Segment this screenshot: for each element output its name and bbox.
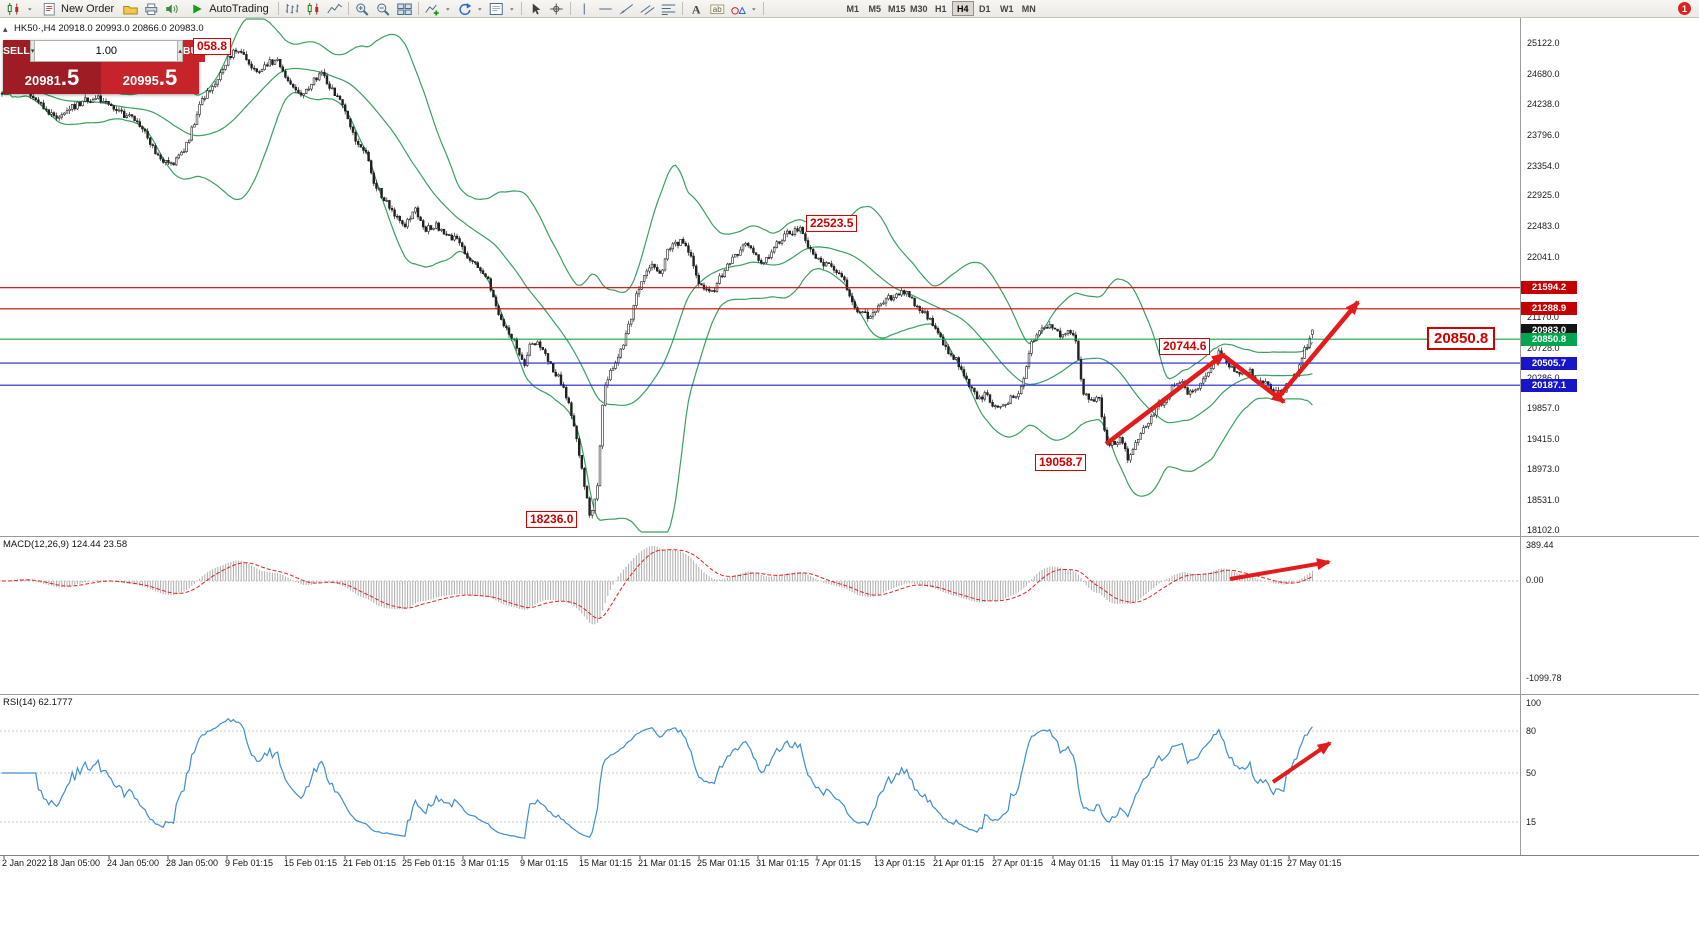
timeframe-h1-button[interactable]: H1 [934, 3, 947, 14]
one-click-trading-panel: SELL ▾ ▴ BUY 20981.5 20995.5 [3, 40, 206, 94]
one-click-prices-row: 20981.5 20995.5 [3, 62, 199, 94]
toolbar-separator [681, 2, 683, 15]
templates-icon[interactable] [486, 1, 506, 17]
timeframe-mn-button[interactable]: MN [1021, 3, 1036, 14]
fibonacci-icon[interactable] [658, 1, 678, 17]
trend-arrow-main[interactable] [1222, 354, 1286, 404]
toolbar-separator [569, 2, 571, 15]
indicators-dropdown-icon[interactable] [443, 1, 453, 17]
new-order-button[interactable]: New Order [35, 1, 120, 17]
trend-arrow-main[interactable] [1275, 300, 1360, 401]
buy-price-dec: .5 [158, 65, 178, 90]
price-annotation[interactable]: 18236.0 [526, 511, 578, 528]
volume-input[interactable] [35, 40, 178, 62]
sell-price-int: 20981 [24, 73, 61, 88]
sell-button[interactable]: SELL [3, 40, 30, 62]
line-chart-icon[interactable] [324, 1, 344, 17]
macd-histogram [4, 546, 1313, 625]
toolbar-separator [347, 2, 349, 15]
volume-increase-button[interactable]: ▴ [177, 40, 183, 62]
horizontal-line-icon[interactable] [595, 1, 615, 17]
vertical-line-icon[interactable] [574, 1, 594, 17]
candlestick-chart-icon[interactable] [303, 1, 323, 17]
timeframe-w1-button[interactable]: W1 [999, 3, 1014, 14]
tile-windows-icon[interactable] [394, 1, 414, 17]
price-annotation[interactable]: 20744.6 [1159, 338, 1211, 355]
spin-up-icon: ▴ [178, 48, 182, 55]
horizontal-line-objects[interactable] [0, 287, 1520, 386]
new-chart-dropdown-icon[interactable] [25, 1, 35, 17]
timeframe-m15-button[interactable]: M15 [887, 3, 906, 14]
sell-price-dec: .5 [60, 65, 80, 90]
svg-text:A: A [692, 2, 701, 16]
toolbar-separator [277, 2, 279, 15]
crosshair-icon[interactable] [546, 1, 566, 17]
timeframe-toolbar: M1 M5 M15 M30 H1 H4 D1 W1 MN [842, 1, 1040, 16]
buy-price-int: 20995 [122, 73, 159, 88]
timeframe-m30-button[interactable]: M30 [909, 3, 928, 14]
trend-arrow-main[interactable] [1104, 352, 1226, 446]
trendline-icon[interactable] [616, 1, 636, 17]
macd-signal-line [2, 549, 1313, 619]
candles-layer [0, 47, 1314, 519]
one-click-controls-row: SELL ▾ ▴ BUY [3, 40, 206, 62]
arrows-icon[interactable] [728, 1, 748, 17]
text-icon[interactable]: A [686, 1, 706, 17]
timeframe-m1-button[interactable]: M1 [846, 3, 859, 14]
autotrading-button[interactable]: AutoTrading [183, 1, 275, 17]
templates-dropdown-icon[interactable] [507, 1, 517, 17]
toolbar-separator [520, 2, 522, 15]
notification-badge[interactable]: 1 [1678, 2, 1691, 15]
zoom-in-icon[interactable] [352, 1, 372, 17]
bar-chart-icon[interactable] [282, 1, 302, 17]
bollinger-bands [1, 18, 1313, 533]
period-cycle-icon[interactable] [454, 1, 474, 17]
price-annotation[interactable]: 19058.7 [1035, 454, 1087, 471]
price-annotation[interactable]: 058.8 [193, 38, 232, 55]
timeframe-d1-button[interactable]: D1 [978, 3, 991, 14]
profiles-icon[interactable] [121, 1, 141, 17]
timeframe-m5-button[interactable]: M5 [868, 3, 881, 14]
period-dropdown-icon[interactable] [475, 1, 485, 17]
toolbar-separator [762, 2, 764, 15]
spin-down-icon: ▾ [30, 48, 35, 55]
equidistant-channel-icon[interactable] [637, 1, 657, 17]
trend-arrow-macd[interactable] [1229, 558, 1331, 581]
timeframe-h4-button[interactable]: H4 [951, 1, 974, 16]
price-annotation-major[interactable]: 20850.8 [1427, 327, 1496, 350]
cursor-icon[interactable] [525, 1, 545, 17]
print-icon[interactable] [142, 1, 162, 17]
arrows-dropdown-icon[interactable] [749, 1, 759, 17]
volume-decrease-button[interactable]: ▾ [29, 40, 36, 62]
svg-text:ab: ab [713, 5, 722, 14]
trend-arrow-rsi[interactable] [1271, 741, 1332, 784]
new-chart-icon[interactable] [4, 1, 24, 17]
buy-price-button[interactable]: 20995.5 [101, 62, 199, 94]
toolbar-separator [417, 2, 419, 15]
price-annotation[interactable]: 22523.5 [806, 215, 858, 232]
indicators-icon[interactable] [422, 1, 442, 17]
alerts-icon[interactable] [163, 1, 183, 17]
zoom-out-icon[interactable] [373, 1, 393, 17]
text-label-icon[interactable]: ab [707, 1, 727, 17]
rsi-line [2, 717, 1313, 839]
sell-price-button[interactable]: 20981.5 [3, 62, 101, 94]
